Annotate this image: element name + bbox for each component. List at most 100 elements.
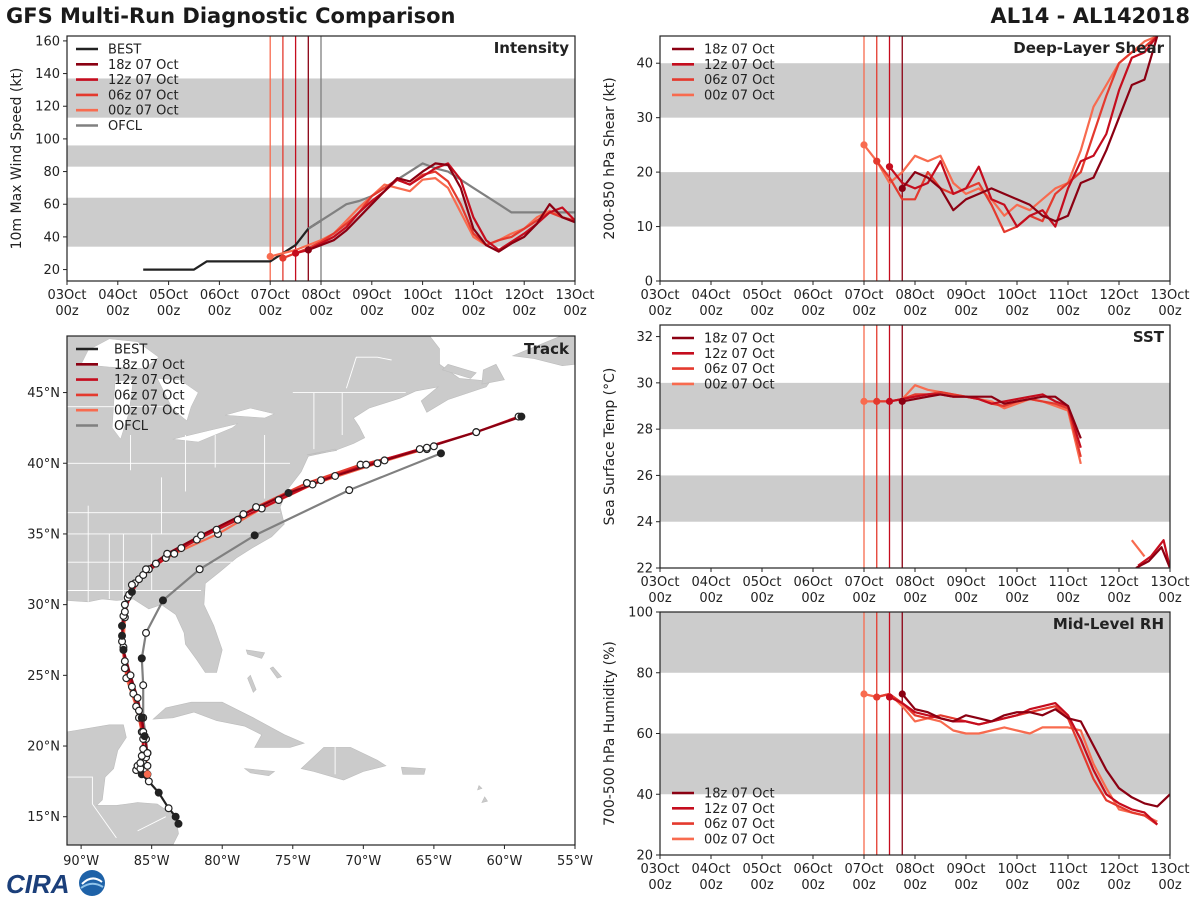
x-tick-hour: 00z: [699, 304, 723, 319]
x-tick-date: 12Oct: [1099, 288, 1138, 303]
x-tick-date: 05Oct: [149, 288, 188, 303]
x-tick-hour: 00z: [903, 878, 927, 893]
track-point: [302, 479, 311, 488]
x-tick-date: 06Oct: [793, 862, 832, 877]
storm-id: AL14 - AL142018: [990, 4, 1191, 28]
land-polygon: [67, 336, 491, 673]
panel-intensity: 2040608010012014016003Oct00z04Oct00z05Oc…: [9, 34, 595, 319]
track-point: [118, 631, 127, 640]
series-BEST: [143, 219, 322, 271]
panel-rh: 2040608010003Oct00z04Oct00z05Oct00z06Oct…: [602, 606, 1190, 894]
track-point: [143, 761, 152, 770]
lat-tick-label: 20°N: [27, 740, 60, 755]
x-tick-hour: 00z: [801, 591, 825, 606]
lon-tick-label: 70°W: [345, 854, 381, 869]
init-marker: [873, 157, 881, 165]
land-polygon: [243, 768, 276, 777]
x-tick-hour: 00z: [954, 304, 978, 319]
x-tick-date: 03Oct: [640, 288, 679, 303]
x-tick-date: 06Oct: [793, 575, 832, 590]
track-point: [284, 488, 293, 497]
x-tick-date: 08Oct: [895, 288, 934, 303]
legend-label: 18z 07 Oct: [704, 332, 775, 347]
track-point: [252, 503, 261, 512]
track-point: [120, 607, 129, 616]
track-point: [143, 749, 152, 758]
x-tick-date: 04Oct: [691, 862, 730, 877]
x-tick-date: 08Oct: [895, 862, 934, 877]
track-point: [233, 515, 242, 524]
y-tick-label: 40: [43, 230, 60, 245]
x-tick-hour: 00z: [1158, 878, 1182, 893]
track-point: [331, 471, 340, 480]
legend-label: 18z 07 Oct: [108, 58, 179, 73]
x-tick-date: 04Oct: [691, 288, 730, 303]
land-polygon: [152, 701, 305, 748]
track-point: [174, 819, 183, 828]
panel-title: SST: [1133, 328, 1165, 346]
x-tick-hour: 00z: [903, 304, 927, 319]
x-tick-hour: 00z: [648, 591, 672, 606]
x-tick-hour: 00z: [106, 304, 130, 319]
x-tick-date: 08Oct: [301, 288, 340, 303]
y-tick-label: 22: [636, 562, 653, 577]
track-point: [139, 681, 148, 690]
y-tick-label: 32: [636, 330, 653, 345]
lon-tick-label: 85°W: [134, 854, 170, 869]
panel-shear: 01020304003Oct00z04Oct00z05Oct00z06Oct00…: [602, 35, 1190, 319]
init-marker: [292, 249, 300, 257]
plot-area-rh: [660, 612, 1170, 855]
x-tick-hour: 00z: [1158, 304, 1182, 319]
lat-tick-label: 15°N: [27, 810, 60, 825]
y-tick-label: 100: [628, 606, 653, 621]
track-point: [120, 664, 129, 673]
track-point: [118, 621, 127, 630]
x-tick-date: 10Oct: [997, 862, 1036, 877]
x-tick-hour: 00z: [801, 878, 825, 893]
band: [660, 382, 1170, 430]
lake-polygon: [224, 407, 276, 419]
x-tick-hour: 00z: [157, 304, 181, 319]
x-tick-date: 08Oct: [895, 575, 934, 590]
y-axis-label: 200-850 hPa Shear (kt): [602, 77, 618, 239]
track-point: [362, 460, 371, 469]
track-point: [134, 706, 143, 715]
x-tick-date: 12Oct: [1099, 862, 1138, 877]
band: [660, 63, 1170, 118]
y-tick-label: 80: [43, 165, 60, 180]
x-tick-date: 04Oct: [691, 575, 730, 590]
track-point: [137, 654, 146, 663]
x-tick-date: 09Oct: [946, 288, 985, 303]
init-marker: [885, 163, 894, 171]
land-polygon: [67, 724, 179, 845]
series-r18: [901, 693, 1170, 808]
y-tick-label: 20: [636, 166, 653, 181]
map-area: [67, 336, 575, 845]
legend-label: 00z 07 Oct: [704, 832, 775, 847]
land-polygon: [441, 363, 477, 379]
track-point: [140, 732, 149, 741]
band: [660, 475, 1170, 522]
track-point: [239, 510, 248, 519]
track-point: [250, 531, 259, 540]
x-tick-date: 03Oct: [640, 862, 679, 877]
x-tick-date: 13Oct: [1150, 862, 1189, 877]
y-tick-label: 60: [636, 727, 653, 742]
init-marker: [898, 690, 906, 698]
init-marker: [304, 246, 312, 254]
axes-frame: [66, 335, 576, 846]
lake-polygon: [156, 378, 199, 422]
track-point: [517, 412, 526, 421]
init-marker: [143, 770, 152, 778]
y-tick-label: 10: [636, 220, 653, 235]
legend-label: 12z 07 Oct: [108, 73, 179, 88]
init-marker: [279, 254, 287, 262]
x-tick-hour: 00z: [55, 304, 79, 319]
lat-tick-label: 40°N: [27, 457, 60, 472]
init-marker: [873, 397, 881, 405]
y-axis-label: Sea Surface Temp (°C): [602, 368, 618, 526]
track-point: [154, 788, 163, 797]
legend-label: 00z 07 Oct: [704, 88, 775, 103]
land-polygon: [401, 766, 426, 775]
x-tick-hour: 00z: [852, 591, 876, 606]
